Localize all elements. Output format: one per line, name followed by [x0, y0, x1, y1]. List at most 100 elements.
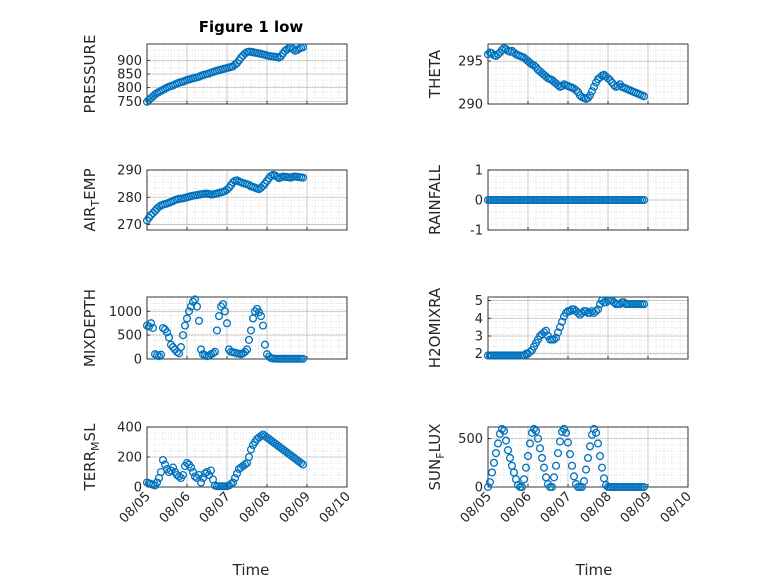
data-point [509, 48, 519, 57]
data-point [599, 474, 609, 483]
data-point [168, 463, 178, 472]
data-point [168, 343, 178, 352]
data-point [565, 450, 575, 459]
data-point [493, 50, 503, 59]
grid [146, 43, 348, 105]
grid [146, 169, 348, 231]
data-point [551, 333, 561, 342]
data-point [603, 74, 613, 83]
y-tick-label: 4 [475, 312, 483, 327]
data-point [575, 91, 585, 100]
data-point [487, 49, 497, 58]
data-point [244, 452, 254, 462]
data-point [593, 305, 603, 314]
data-point [148, 209, 158, 218]
data-point [549, 335, 559, 344]
y-axis-label: RAINFALL [426, 164, 444, 235]
data-point [176, 343, 186, 352]
data-point [501, 436, 511, 445]
data-point [246, 445, 256, 454]
data-point [553, 81, 563, 90]
data-point [523, 451, 533, 461]
data-point [230, 60, 240, 69]
data-point [535, 444, 545, 453]
data-point [497, 45, 507, 55]
data-point [216, 302, 226, 311]
data-point [569, 472, 579, 481]
data-point [533, 434, 543, 443]
data-point [557, 317, 567, 326]
data-point [236, 53, 246, 62]
subplot-6: 2 3 4 5 H2OMIXRA [426, 287, 689, 368]
data-point [298, 354, 308, 363]
y-axis-label: THETA [426, 49, 444, 99]
data-point [298, 173, 308, 182]
subplot-2: 290 295 THETA [426, 43, 689, 113]
data-point [497, 424, 507, 433]
data-point [174, 472, 184, 481]
data-point [489, 458, 499, 467]
data-point [597, 296, 607, 305]
data-point [581, 465, 591, 474]
y-tick-label: 295 [458, 55, 483, 70]
x-tick-label: 08/07 [197, 489, 234, 526]
data-point [226, 479, 236, 489]
data-point [228, 478, 238, 487]
y-axis-label: PRESSURE [81, 35, 99, 114]
data-point [178, 331, 188, 340]
data-point [519, 351, 529, 360]
data-point [483, 50, 493, 59]
data-point [154, 352, 164, 361]
x-axis-label-right: Time [575, 561, 613, 579]
data-point [615, 300, 625, 309]
y-tick-label: 290 [117, 164, 142, 179]
data-point [571, 86, 581, 95]
axes-box [146, 296, 348, 360]
data-point [206, 466, 216, 475]
data-point [589, 424, 599, 433]
data-point [491, 449, 501, 458]
y-tick-label: 900 [117, 54, 142, 69]
data-point [210, 347, 220, 356]
data-point [182, 314, 192, 323]
y-tick-label: 500 [117, 329, 142, 344]
data-point [214, 312, 224, 321]
data-point [591, 428, 601, 437]
data-point [172, 347, 182, 356]
data-point [188, 297, 198, 306]
data-point [595, 451, 605, 461]
y-tick-label: 200 [117, 451, 142, 466]
y-tick-label: -1 [470, 224, 483, 239]
data-point [156, 350, 166, 359]
data-point [164, 467, 174, 477]
data-point [146, 210, 156, 220]
data-point [298, 460, 308, 469]
data-point [553, 328, 563, 337]
data-point [250, 307, 260, 316]
data-point [581, 307, 591, 316]
data-point [555, 437, 565, 446]
y-tick-label: 0 [475, 481, 483, 496]
data-point [222, 185, 232, 194]
data-point [585, 91, 595, 100]
subplot-3: 270 280 290 AIRTEMP [81, 164, 348, 233]
data-point [553, 449, 563, 458]
data-point [595, 73, 605, 82]
data-point [242, 345, 252, 354]
data-point [232, 469, 242, 478]
data-point [190, 472, 200, 481]
data-point [577, 308, 587, 317]
data-point [204, 351, 214, 360]
data-point [186, 463, 196, 472]
data-point [256, 312, 266, 321]
y-tick-label: 500 [458, 432, 483, 447]
data-point [589, 82, 599, 91]
data-point [196, 478, 206, 487]
y-axis-label: SUNFLUX [426, 424, 447, 491]
subplot-4: -1 0 1 RAINFALL [426, 164, 689, 239]
y-axis-label: TERRMSL [81, 423, 102, 492]
data-point [513, 481, 523, 490]
data-point [585, 442, 595, 451]
